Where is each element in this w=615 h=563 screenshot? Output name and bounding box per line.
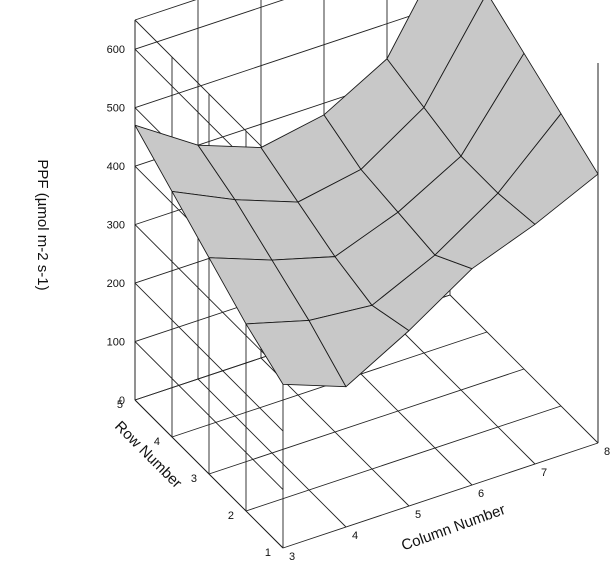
z-tick-label: 300: [107, 220, 125, 232]
z-axis-title: PPF (µmol m-2 s-1): [34, 159, 51, 290]
floor-gridline: [208, 368, 525, 475]
z-tick-label: 600: [107, 44, 125, 56]
tick-labels: 0 100 200 300 400 500 600 1 2 3 4 5 3 4 5 6 7 8: [107, 44, 610, 563]
z-tick-label: 400: [107, 161, 125, 173]
surface-mesh: [134, 0, 599, 388]
floor-gridline: [245, 405, 562, 512]
wall-gridline: [134, 399, 284, 549]
wall-gridline: [134, 19, 284, 169]
column-tick-label: 6: [478, 488, 484, 500]
z-tick-label: 100: [107, 337, 125, 349]
z-tick-label: 0: [119, 395, 125, 407]
row-tick-label: 1: [265, 547, 271, 559]
wall-gridline: [134, 0, 197, 21]
row-tick-label: 3: [191, 473, 197, 485]
row-tick-label: 4: [154, 436, 160, 448]
surface-patch: [497, 113, 599, 225]
column-tick-label: 3: [289, 551, 295, 563]
wall-gridline: [134, 0, 285, 50]
wall-gridline: [134, 282, 284, 432]
column-tick-label: 4: [352, 530, 358, 542]
column-tick-label: 8: [604, 446, 610, 458]
row-axis-title: Row Number: [111, 418, 185, 492]
row-tick-label: 2: [228, 510, 234, 522]
wall-gridline: [134, 224, 284, 373]
column-tick-label: 7: [541, 467, 547, 479]
floor-gridline: [282, 442, 599, 549]
row-tick-label: 5: [117, 399, 123, 411]
column-tick-label: 5: [415, 509, 421, 521]
wall-gridline: [134, 2, 451, 109]
z-tick-label: 500: [107, 103, 125, 115]
wall-gridline: [134, 341, 284, 490]
z-tick-label: 200: [107, 278, 125, 290]
